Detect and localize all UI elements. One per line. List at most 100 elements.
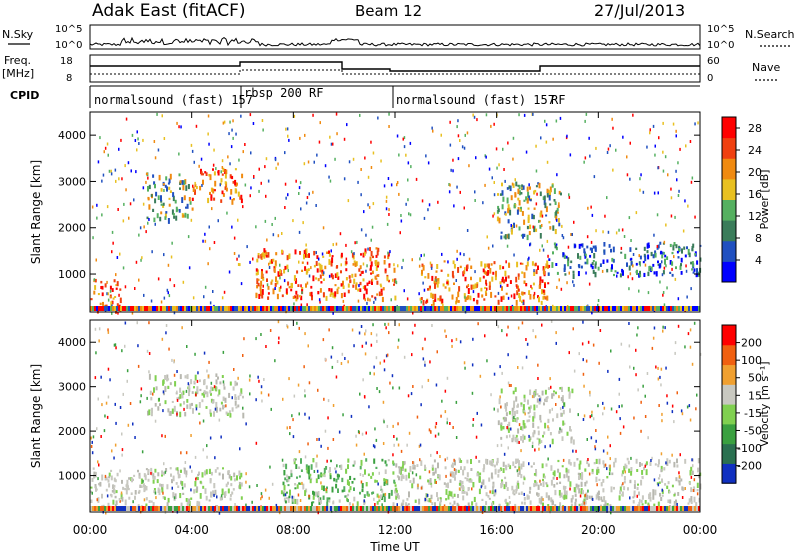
echo-dot <box>216 495 218 499</box>
echo-cell <box>396 475 399 478</box>
ground-band-cell <box>240 306 242 311</box>
echo-cell <box>638 273 641 278</box>
echo-dot <box>396 183 398 187</box>
echo-cell <box>496 461 498 466</box>
echo-dot <box>148 370 150 374</box>
echo-dot <box>684 345 686 349</box>
echo-dot <box>142 138 144 142</box>
ground-band-cell <box>242 506 244 511</box>
y-tick-label: 3000 <box>58 175 86 188</box>
echo-cell <box>505 406 508 412</box>
echo-dot <box>222 121 225 125</box>
echo-dot <box>673 420 675 424</box>
echo-cell <box>304 266 307 271</box>
echo-dot <box>139 400 142 404</box>
echo-cell <box>383 496 386 503</box>
echo-cell <box>194 189 196 195</box>
echo-cell <box>90 499 93 503</box>
echo-cell <box>599 263 602 267</box>
echo-cell <box>688 498 691 503</box>
echo-cell <box>240 496 243 500</box>
echo-cell <box>529 199 532 202</box>
echo-dot <box>385 195 388 199</box>
echo-cell <box>183 180 186 185</box>
echo-cell <box>559 481 562 484</box>
echo-dot <box>100 375 102 379</box>
echo-cell <box>184 375 187 379</box>
ground-band-cell <box>112 506 114 511</box>
echo-dot <box>132 500 134 504</box>
echo-cell <box>231 491 234 495</box>
echo-dot <box>372 202 375 206</box>
colorbar-swatch <box>722 261 736 283</box>
echo-cell <box>502 426 505 430</box>
ground-band-cell <box>308 306 310 311</box>
echo-dot <box>330 355 333 359</box>
echo-cell <box>128 477 131 480</box>
ground-band-cell <box>458 306 460 311</box>
echo-dot <box>335 470 337 474</box>
echo-cell <box>507 427 510 433</box>
echo-cell <box>402 461 405 466</box>
echo-cell <box>228 474 231 479</box>
echo-cell <box>371 491 374 495</box>
echo-cell <box>457 494 459 498</box>
echo-dot <box>589 393 591 397</box>
echo-cell <box>515 418 518 423</box>
echo-cell <box>171 400 174 403</box>
echo-cell <box>443 260 446 263</box>
echo-cell <box>162 205 165 208</box>
echo-dot <box>203 295 205 299</box>
echo-dot <box>475 455 477 459</box>
echo-dot <box>150 471 152 475</box>
echo-cell <box>492 271 495 275</box>
echo-cell <box>514 193 517 198</box>
echo-dot <box>134 287 136 290</box>
echo-cell <box>225 411 228 415</box>
echo-cell <box>595 458 598 464</box>
echo-cell <box>329 473 332 476</box>
echo-dot <box>485 155 487 159</box>
echo-dot <box>582 358 584 362</box>
echo-dot <box>472 337 474 341</box>
echo-cell <box>400 466 403 472</box>
ground-band-cell <box>154 306 156 311</box>
echo-cell <box>604 502 607 507</box>
echo-cell <box>304 490 307 496</box>
ground-band-cell <box>238 306 240 311</box>
ground-band-cell <box>422 506 424 511</box>
echo-dot <box>538 219 540 223</box>
echo-dot <box>176 121 178 125</box>
echo-cell <box>627 460 630 465</box>
echo-cell <box>543 199 546 205</box>
echo-dot <box>133 198 135 202</box>
echo-cell <box>515 284 518 287</box>
echo-cell <box>122 486 125 490</box>
echo-cell <box>490 472 493 478</box>
echo-cell <box>523 394 526 399</box>
ground-band-cell <box>622 506 624 511</box>
echo-dot <box>490 393 492 397</box>
ground-band-cell <box>166 306 168 311</box>
echo-cell <box>318 497 320 503</box>
echo-dot <box>307 160 310 164</box>
echo-dot <box>657 166 659 170</box>
echo-dot <box>456 257 458 261</box>
echo-dot <box>635 348 637 352</box>
ground-band-cell <box>632 306 634 311</box>
echo-dot <box>579 494 582 498</box>
echo-cell <box>484 286 487 290</box>
echo-dot <box>595 439 597 443</box>
echo-dot <box>212 163 215 167</box>
echo-dot <box>573 283 575 287</box>
echo-cell <box>307 469 310 475</box>
echo-cell <box>497 193 499 196</box>
echo-cell <box>317 291 320 295</box>
echo-cell <box>280 273 283 276</box>
echo-dot <box>541 244 543 248</box>
echo-dot <box>695 407 697 411</box>
echo-cell <box>112 297 115 300</box>
echo-cell <box>345 261 348 265</box>
echo-dot <box>677 324 680 328</box>
